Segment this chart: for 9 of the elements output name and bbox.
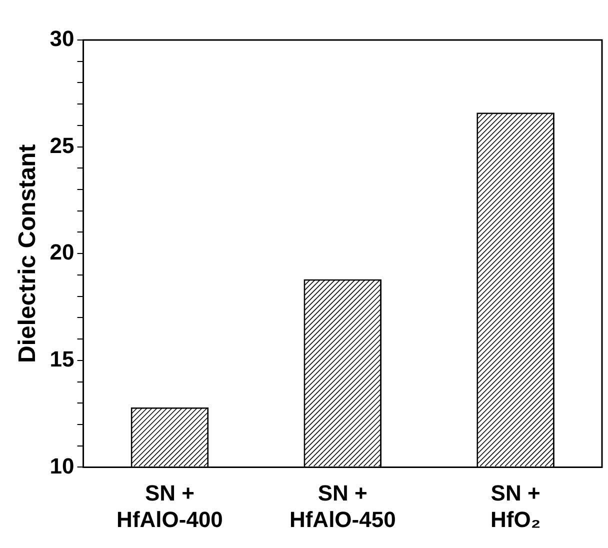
x-tick-label: SN + HfO₂: [490, 480, 541, 532]
y-tick-label: 10: [50, 453, 74, 478]
y-axis-title: Dielectric Constant: [14, 144, 42, 363]
y-tick-label: 25: [50, 132, 74, 158]
x-tick-label: SN + HfAlO-400: [116, 480, 223, 532]
y-tick-label: 30: [50, 26, 74, 52]
y-tick-label: 20: [50, 240, 74, 265]
x-tick-label: SN + HfAlO-450: [289, 480, 396, 532]
y-tick-label: 15: [50, 346, 74, 372]
